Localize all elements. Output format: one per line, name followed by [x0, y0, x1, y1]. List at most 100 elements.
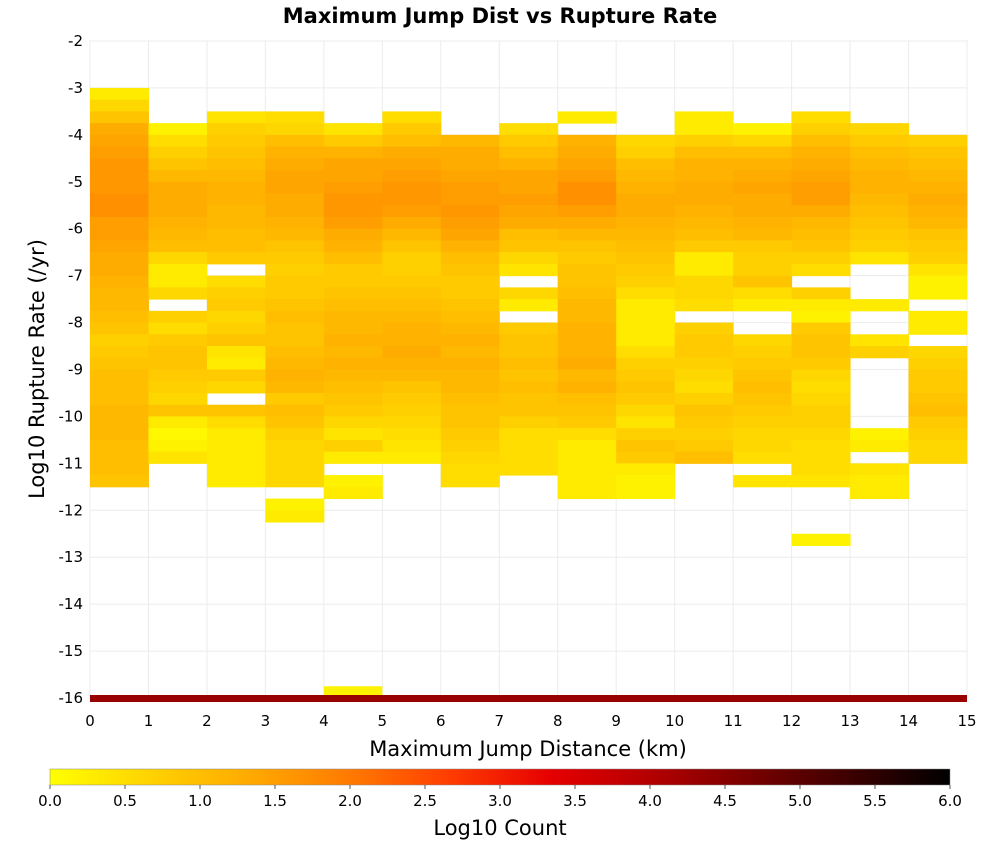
heatmap-cell — [791, 369, 851, 382]
heatmap-cell — [206, 299, 266, 312]
heatmap-cell — [265, 228, 325, 241]
heatmap-cell — [674, 404, 734, 417]
heatmap-cell — [323, 170, 383, 183]
heatmap-cell — [733, 240, 793, 253]
y-tick-label: -6 — [68, 220, 83, 238]
heatmap-cell — [850, 486, 910, 500]
heatmap-cell — [791, 357, 851, 370]
heatmap-cell — [206, 252, 266, 265]
heatmap-cell — [440, 334, 500, 347]
heatmap-cell — [499, 381, 559, 394]
heatmap-cell — [323, 334, 383, 347]
heatmap-cells — [90, 87, 968, 702]
heatmap-cell — [206, 146, 266, 159]
y-tick-label: -15 — [59, 642, 84, 660]
heatmap-cell — [265, 404, 325, 417]
heatmap-cell — [557, 392, 617, 406]
heatmap-cell — [90, 252, 149, 265]
heatmap-cell — [499, 240, 559, 253]
heatmap-cell — [674, 346, 734, 359]
heatmap-cell — [90, 475, 149, 488]
heatmap-cell — [148, 205, 208, 218]
heatmap-cell — [616, 252, 676, 265]
heatmap-cell — [440, 263, 500, 277]
heatmap-cell — [206, 369, 266, 382]
heatmap-cell — [440, 228, 500, 241]
heatmap-cell — [206, 475, 266, 488]
heatmap-cell — [499, 404, 559, 417]
heatmap-cell — [499, 205, 559, 218]
heatmap-cell — [674, 381, 734, 394]
colorbar-tick-label: 2.5 — [413, 792, 437, 810]
heatmap-cell — [90, 216, 149, 230]
heatmap-cell — [733, 252, 793, 265]
heatmap-cell — [323, 310, 383, 324]
colorbar-ticks: 0.0 0.5 1.0 1.5 2.0 2.5 3.0 3.5 4.0 4.5 5.0 5.5 6.0 — [38, 785, 962, 810]
heatmap-cell — [323, 193, 383, 206]
heatmap-cell — [908, 287, 968, 300]
heatmap-cell — [440, 146, 500, 159]
heatmap-cell — [908, 240, 968, 253]
heatmap-cell — [791, 416, 851, 429]
y-tick-label: -16 — [59, 689, 84, 707]
heatmap-cell — [499, 428, 559, 441]
heatmap-cell — [90, 334, 149, 347]
heatmap-cell — [148, 439, 208, 453]
heatmap-cell — [265, 275, 325, 288]
heatmap-cell — [265, 123, 325, 136]
heatmap-cell — [440, 475, 500, 488]
heatmap-cell — [850, 439, 910, 453]
heatmap-cell — [850, 181, 910, 195]
heatmap-cell — [265, 357, 325, 370]
heatmap-cell — [440, 240, 500, 253]
heatmap-cell — [148, 369, 208, 382]
heatmap-cell — [616, 322, 676, 335]
heatmap-cell — [382, 392, 442, 406]
heatmap-cell — [440, 299, 500, 312]
heatmap-cell — [265, 498, 325, 511]
heatmap-cell — [850, 228, 910, 241]
heatmap-cell — [908, 134, 968, 148]
heatmap-cell — [265, 252, 325, 265]
chart-title: Maximum Jump Dist vs Rupture Rate — [283, 4, 717, 28]
heatmap-cell — [323, 287, 383, 300]
heatmap-cell — [265, 240, 325, 253]
heatmap-cell — [733, 334, 793, 347]
heatmap-cell — [323, 134, 383, 148]
heatmap-cell — [265, 146, 325, 159]
heatmap-cell — [148, 404, 208, 417]
heatmap-cell — [382, 134, 442, 148]
heatmap-cell — [265, 287, 325, 300]
heatmap-cell — [674, 134, 734, 148]
heatmap-cell — [733, 346, 793, 359]
heatmap-cell — [382, 111, 442, 124]
y-tick-label: -13 — [59, 548, 84, 566]
heatmap-cell — [265, 428, 325, 441]
colorbar-tick-label: 2.0 — [338, 792, 362, 810]
heatmap-cell — [791, 228, 851, 241]
heatmap-cell — [499, 228, 559, 241]
heatmap-cell — [440, 193, 500, 206]
colorbar-tick-label: 4.5 — [713, 792, 737, 810]
heatmap-cell — [908, 369, 968, 382]
heatmap-cell — [382, 216, 442, 230]
heatmap-cell — [908, 381, 968, 394]
heatmap-cell — [499, 146, 559, 159]
heatmap-cell — [499, 334, 559, 347]
heatmap-cell — [323, 369, 383, 382]
heatmap-cell — [148, 381, 208, 394]
heatmap-cell — [616, 205, 676, 218]
heatmap-cell — [908, 451, 968, 464]
heatmap-cell — [850, 252, 910, 265]
heatmap-cell — [850, 158, 910, 171]
heatmap-cell — [206, 205, 266, 218]
heatmap-cell — [674, 392, 734, 406]
heatmap-cell — [908, 228, 968, 241]
heatmap-cell — [440, 252, 500, 265]
heatmap-cell — [148, 263, 208, 277]
heatmap-cell — [908, 170, 968, 183]
heatmap-cell — [791, 381, 851, 394]
heatmap-cell — [733, 369, 793, 382]
heatmap-cell — [557, 146, 617, 159]
heatmap-cell — [206, 228, 266, 241]
